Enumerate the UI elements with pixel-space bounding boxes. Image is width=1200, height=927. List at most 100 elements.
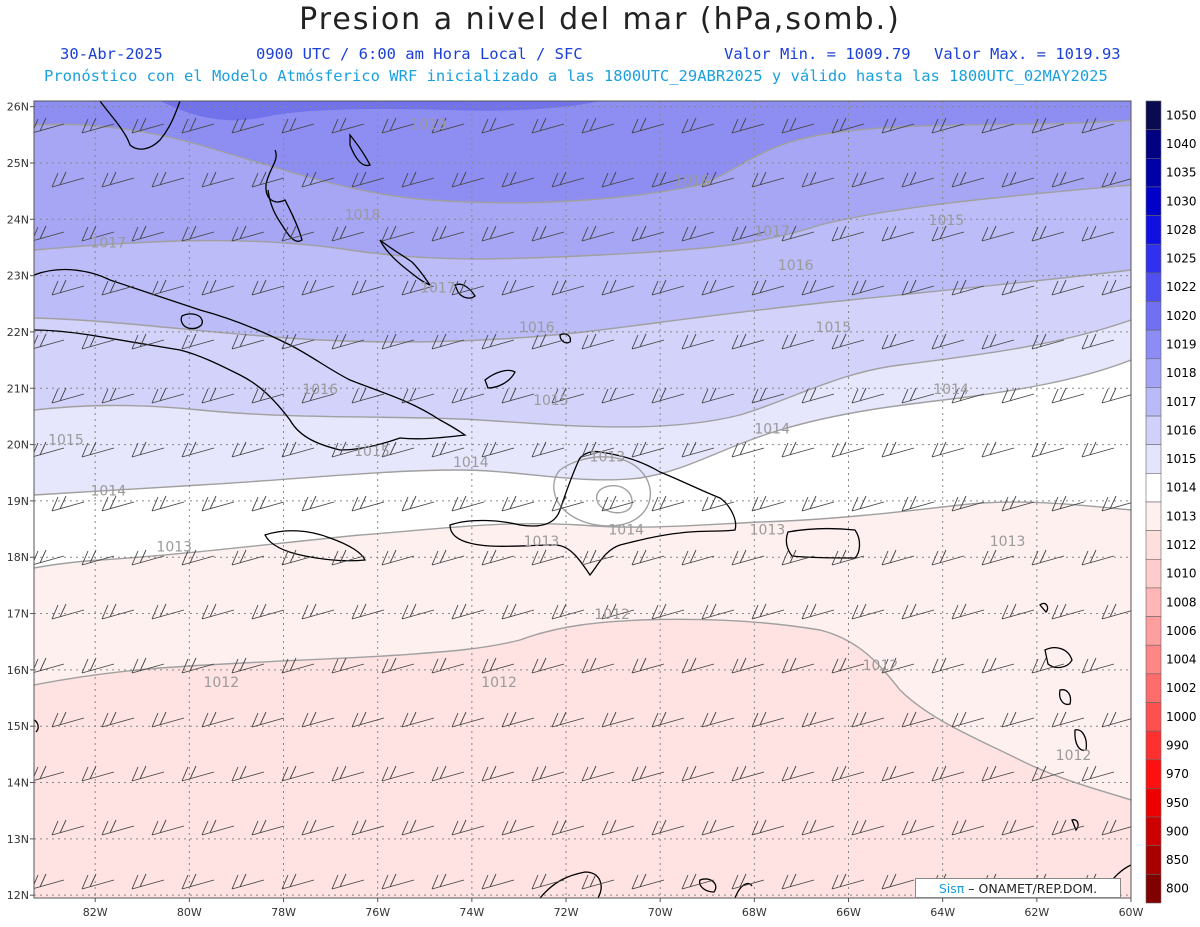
wind-barb (81, 549, 115, 566)
wind-barb (601, 387, 635, 404)
wind-barb (351, 495, 385, 512)
credit-box: Sisπ – ONAMET/REP.DOM. (915, 878, 1121, 898)
lat-label: 19N (7, 495, 29, 508)
value-min: Valor Min. = 1009.79 (724, 45, 911, 63)
wind-barb (1031, 765, 1065, 782)
wind-barb (231, 657, 265, 674)
wind-barb (851, 387, 885, 404)
wind-barb (831, 765, 865, 782)
wind-barb (151, 495, 185, 512)
wind-barb (1031, 549, 1065, 566)
wind-barb (651, 711, 685, 728)
wind-barb (34, 765, 65, 781)
wind-barb (151, 171, 185, 188)
wind-barb (631, 657, 665, 674)
wind-barb (351, 711, 385, 728)
wind-barb (831, 873, 865, 890)
isobar-label: 1013 (750, 523, 786, 539)
wind-barb (281, 765, 315, 782)
wind-barb (901, 711, 935, 728)
legend-swatch (1145, 243, 1162, 274)
wind-barb (81, 333, 115, 350)
wind-barb (951, 495, 985, 512)
lat-label: 13N (7, 833, 29, 846)
wind-barb (431, 333, 465, 350)
wind-barb (151, 603, 185, 620)
wind-barb (581, 441, 615, 458)
wind-barb (781, 657, 815, 674)
wind-barb (451, 603, 485, 620)
wind-barb (131, 549, 165, 566)
wind-barb (331, 873, 365, 890)
band-1018 (34, 120, 1131, 259)
wind-barb (901, 171, 935, 188)
wind-barb (101, 279, 135, 296)
wind-barb (381, 225, 415, 242)
wind-barb (681, 117, 715, 134)
wind-barb (301, 171, 335, 188)
wind-barb (101, 711, 135, 728)
credit-text: – ONAMET/REP.DOM. (964, 881, 1098, 896)
wind-barb (981, 117, 1015, 134)
legend-label: 1004 (1166, 653, 1197, 667)
wind-barb (1031, 441, 1065, 458)
wind-barb (1031, 333, 1065, 350)
wind-barb (881, 225, 915, 242)
wind-barb (181, 117, 215, 134)
wind-barb (281, 333, 315, 350)
wind-barb (51, 387, 85, 404)
wind-barb (631, 549, 665, 566)
wind-barb (131, 657, 165, 674)
wind-barb (251, 603, 285, 620)
wind-barb (381, 549, 415, 566)
wind-barb (1031, 657, 1065, 674)
legend-swatch (1145, 387, 1162, 417)
wind-barb (81, 657, 115, 674)
wind-barb (901, 603, 935, 620)
isobar-label: 1016 (302, 382, 338, 398)
wind-barb (1101, 171, 1131, 188)
wind-barb (781, 225, 815, 242)
legend-swatch (1145, 616, 1162, 646)
wind-barb (731, 549, 765, 566)
isobar-label: 1013 (990, 534, 1026, 550)
wind-barb (201, 819, 235, 836)
legend-label: 1040 (1166, 137, 1197, 151)
wind-barb (51, 279, 85, 296)
wind-barb (81, 873, 115, 890)
isobar-label: 1014 (608, 523, 644, 539)
forecast-info: Pronóstico con el Modelo Atmósferico WRF… (44, 67, 1108, 85)
wind-barb (781, 873, 815, 890)
legend-swatch (1145, 587, 1162, 617)
wind-barb (881, 765, 915, 782)
wind-barb (34, 441, 65, 457)
wind-barb (681, 225, 715, 242)
wind-barb (381, 441, 415, 458)
wind-barb (81, 225, 115, 242)
wind-barb (501, 819, 535, 836)
wind-barb (981, 549, 1015, 566)
wind-barb (731, 225, 765, 242)
wind-barb (231, 441, 265, 458)
wind-barb (101, 603, 135, 620)
wind-barb (951, 387, 985, 404)
wind-barb (581, 549, 615, 566)
isobar-label: 1013 (590, 449, 626, 465)
wind-barb (851, 603, 885, 620)
isobar-label: 1013 (156, 540, 192, 556)
wind-barb (901, 495, 935, 512)
legend-label: 1015 (1166, 452, 1197, 466)
legend-label: 990 (1166, 738, 1189, 752)
map-frame (33, 100, 1132, 899)
legend-label: 1035 (1166, 166, 1197, 180)
wind-barb (651, 171, 685, 188)
wind-barb (751, 279, 785, 296)
wind-barb (281, 873, 315, 890)
wind-barb (401, 495, 435, 512)
wind-barb (231, 549, 265, 566)
wind-barb (34, 117, 65, 133)
lon-label: 74W (459, 906, 484, 919)
wind-barb (901, 819, 935, 836)
wind-barb (331, 765, 365, 782)
wind-barb (131, 333, 165, 350)
